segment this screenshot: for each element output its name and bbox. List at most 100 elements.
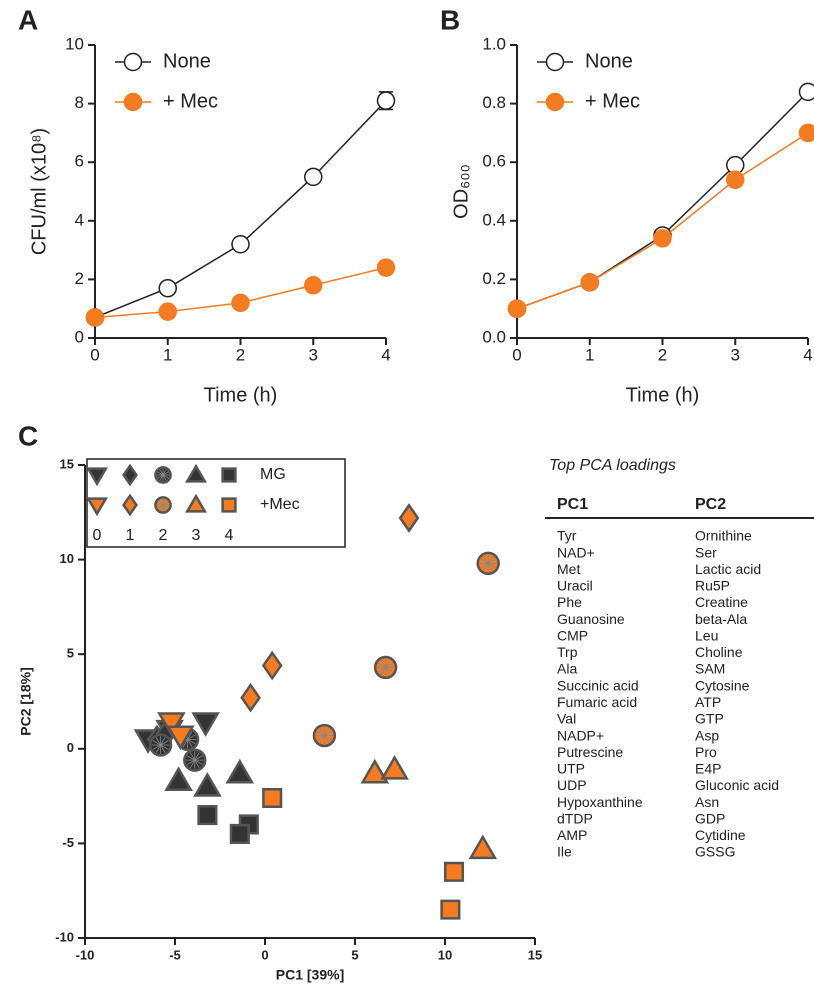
- x-tick-label: 10: [438, 947, 452, 962]
- table-cell: CMP: [557, 627, 588, 643]
- series-line: [516, 91, 809, 310]
- legend-label: None: [163, 50, 211, 72]
- marker-shape: [229, 823, 250, 844]
- point: [166, 725, 195, 751]
- table-cell: Trp: [557, 644, 578, 660]
- point: [376, 258, 396, 277]
- marker-shape: [86, 497, 108, 517]
- y-tick-label: 2: [75, 269, 84, 288]
- legend-label: None: [585, 50, 633, 72]
- table-cell: Uracil: [557, 578, 593, 594]
- x-tick-label: 3: [731, 345, 740, 364]
- point: [183, 748, 207, 772]
- table-cell: beta-Ala: [695, 611, 747, 627]
- table-cell: Hypoxanthine: [557, 794, 643, 810]
- marker-hatch: [377, 662, 394, 673]
- table-cell: UDP: [557, 777, 587, 793]
- point: [798, 123, 814, 143]
- point: [157, 712, 186, 737]
- legend-marker: [122, 463, 138, 487]
- point: [304, 167, 323, 187]
- panel-letter: B: [440, 4, 460, 35]
- marker-shape: [122, 463, 138, 487]
- table-cell: Succinic acid: [557, 677, 639, 693]
- table-cell: Lactic acid: [695, 561, 761, 577]
- point: [580, 273, 599, 292]
- point: [225, 758, 255, 784]
- y-tick-label: 0.6: [482, 152, 506, 171]
- x-tick-label: 1: [163, 345, 172, 364]
- y-axis-title: PC2 [18%]: [18, 667, 34, 735]
- x-tick-label: 5: [351, 947, 358, 962]
- table-cell: NADP+: [557, 727, 604, 743]
- point: [380, 755, 409, 780]
- point: [476, 551, 500, 576]
- table-header: PC2: [695, 496, 726, 513]
- marker-shape: [191, 712, 220, 737]
- point: [798, 82, 814, 102]
- table-cell: NAD+: [557, 544, 595, 560]
- y-tick-label: 0.2: [482, 269, 506, 288]
- table-cell: Putrescine: [557, 744, 623, 760]
- point: [304, 276, 323, 295]
- marker-shape: [166, 725, 195, 751]
- y-tick-label: 0: [75, 327, 84, 346]
- table-cell: Creatine: [695, 594, 748, 610]
- legend-marker: [123, 92, 143, 112]
- y-tick-label: 6: [75, 152, 84, 171]
- x-tick-label: 0: [90, 345, 99, 364]
- legend-marker: [185, 493, 207, 513]
- legend-label: + Mec: [163, 90, 218, 112]
- table-cell: Ornithine: [695, 528, 752, 544]
- table-cell: AMP: [557, 827, 587, 843]
- point: [653, 229, 672, 248]
- marker-shape: [221, 467, 237, 483]
- table-cell: Fumaric acid: [557, 694, 637, 710]
- x-axis-title: Time (h): [204, 384, 278, 406]
- y-tick-label: 10: [60, 551, 74, 566]
- table-cell: ATP: [695, 694, 721, 710]
- point: [312, 723, 337, 748]
- legend-marker: [123, 52, 143, 72]
- y-tick-label: 4: [75, 210, 84, 229]
- x-tick-label: 4: [803, 345, 812, 364]
- marker-shape: [221, 497, 237, 513]
- table-cell: Ile: [557, 844, 572, 860]
- y-tick-label: 5: [67, 646, 74, 661]
- x-tick-label: 2: [658, 345, 667, 364]
- y-tick-label: 1.0: [482, 34, 506, 53]
- point: [261, 650, 283, 681]
- marker-hatch: [186, 755, 203, 765]
- y-tick-label: 0.0: [482, 327, 506, 346]
- table-cell: Asp: [695, 727, 719, 743]
- marker-shape: [225, 758, 255, 784]
- point: [240, 682, 261, 713]
- legend-marker: [545, 52, 565, 72]
- table-cell: Ala: [557, 661, 577, 677]
- x-tick-label: 0: [261, 947, 268, 962]
- point: [507, 299, 527, 318]
- marker-shape: [197, 804, 218, 826]
- y-tick-label: -5: [62, 835, 74, 850]
- panel-letter: C: [18, 420, 38, 451]
- table-cell: SAM: [695, 661, 725, 677]
- table-cell: dTDP: [557, 810, 593, 826]
- table-cell: Asn: [695, 794, 719, 810]
- marker-shape: [360, 758, 390, 784]
- point: [164, 766, 193, 792]
- table-cell: Met: [557, 561, 580, 577]
- point: [191, 712, 220, 737]
- legend-label: +Mec: [260, 496, 300, 513]
- point: [360, 758, 390, 784]
- legend-marker: [154, 496, 172, 514]
- table-cell: Pro: [695, 744, 717, 760]
- point: [468, 834, 498, 860]
- y-tick-label: 0.4: [482, 210, 506, 229]
- marker-shape: [185, 463, 207, 483]
- point: [373, 655, 398, 680]
- x-tick-label: -10: [76, 947, 95, 962]
- legend-marker: [86, 467, 108, 487]
- marker-shape: [440, 899, 461, 920]
- y-tick-label: 8: [75, 93, 84, 112]
- marker-shape: [157, 712, 186, 737]
